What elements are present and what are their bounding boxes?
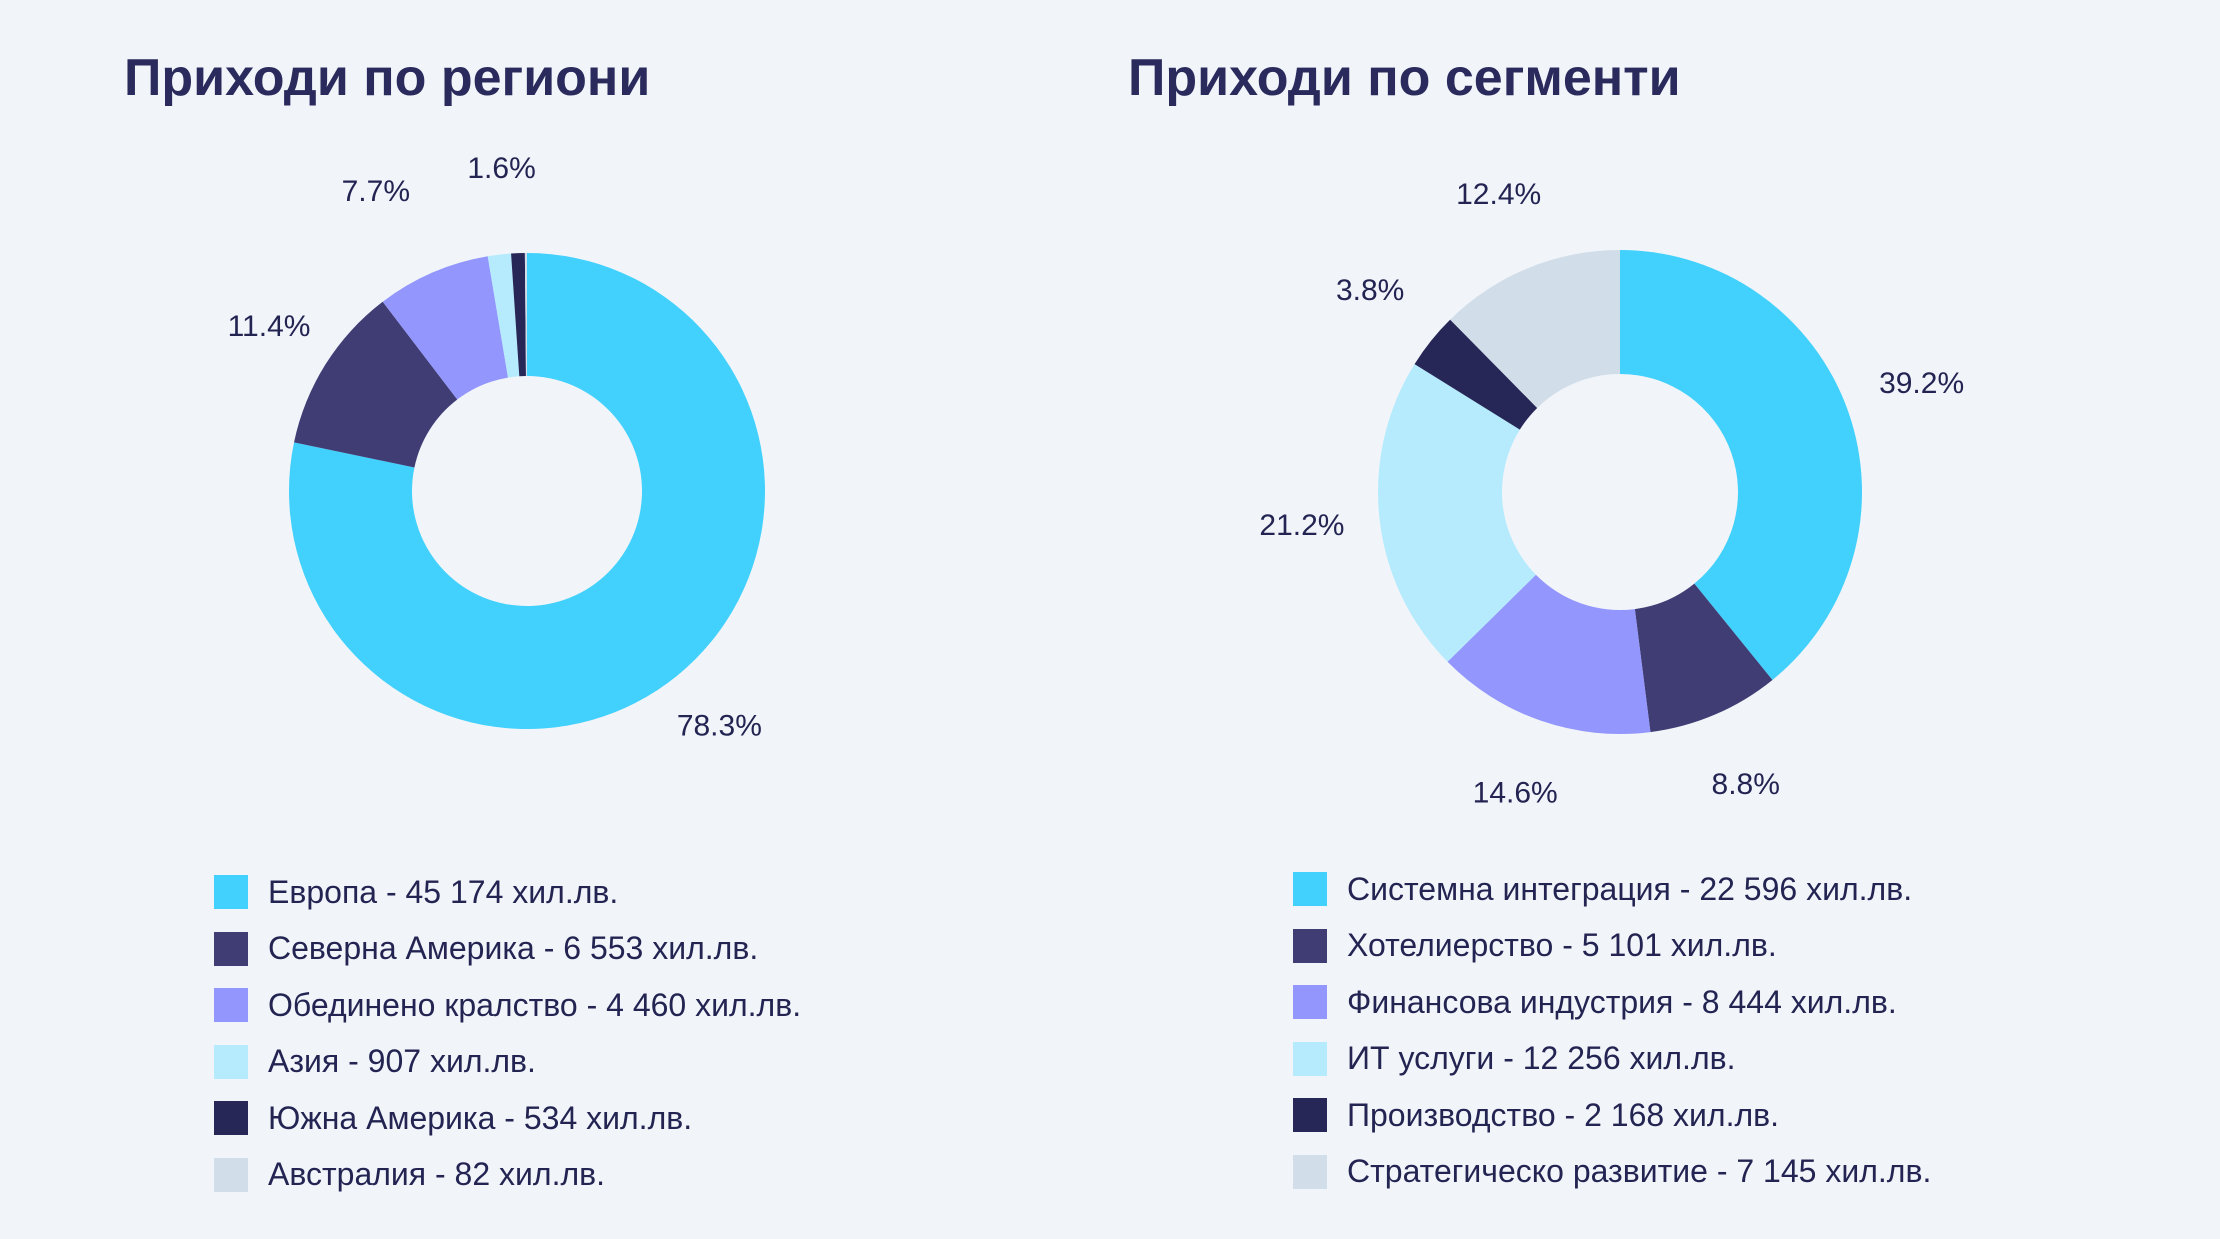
legend-label: Обединено кралство - 4 460 хил.лв.: [268, 986, 802, 1023]
legend-label: Финансова индустрия - 8 444 хил.лв.: [1347, 983, 1897, 1020]
legend-swatch: [1293, 1154, 1327, 1189]
chart-title: Приходи по сегменти: [1128, 49, 1681, 107]
legend-label: Стратегическо развитие - 7 145 хил.лв.: [1347, 1153, 1932, 1190]
percent-label: 14.6%: [1473, 776, 1558, 809]
legend-item: Южна Америка - 534 хил.лв.: [214, 1090, 801, 1147]
legend-swatch: [214, 875, 248, 910]
legend-label: Производство - 2 168 хил.лв.: [1347, 1096, 1780, 1133]
chart-panel-segments: Приходи по сегменти 39.2% 8.8% 14.6% 21.2% 3…: [1110, 0, 2220, 1239]
percent-label: 3.8%: [1336, 274, 1404, 307]
donut-slice: [1414, 319, 1538, 430]
legend-label: Азия - 907 хил.лв.: [268, 1043, 536, 1080]
legend-item: Стратегическо развитие - 7 145 хил.лв.: [1293, 1144, 1931, 1201]
donut-slice: [1378, 364, 1536, 662]
legend-label: Хотелиерство - 5 101 хил.лв.: [1347, 927, 1777, 964]
donut-slice: [289, 253, 766, 729]
legend-item: Европа - 45 174 хил.лв.: [214, 864, 801, 921]
percent-label: 12.4%: [1456, 178, 1541, 211]
donut-slice: [294, 301, 458, 468]
percent-label: 1.6%: [467, 152, 535, 185]
legend-swatch: [1293, 985, 1327, 1020]
legend-item: Финансова индустрия - 8 444 хил.лв.: [1293, 974, 1931, 1031]
percent-label: 21.2%: [1259, 509, 1344, 542]
legend-item: Системна интеграция - 22 596 хил.лв.: [1293, 861, 1931, 918]
donut-chart-segments: 39.2% 8.8% 14.6% 21.2% 3.8% 12.4%: [1259, 178, 1964, 809]
legend-label: Южна Америка - 534 хил.лв.: [268, 1099, 693, 1136]
legend-item: Северна Америка - 6 553 хил.лв.: [214, 921, 801, 978]
legend-item: Азия - 907 хил.лв.: [214, 1034, 801, 1091]
donut-slice: [1447, 574, 1651, 734]
legend-swatch: [1293, 1041, 1327, 1076]
legend-swatch: [1293, 1098, 1327, 1133]
donut-slice: [1620, 250, 1862, 680]
chart-title: Приходи по региони: [124, 49, 651, 107]
legend-item: Австралия - 82 хил.лв.: [214, 1147, 801, 1204]
donut-slice: [524, 253, 527, 377]
donut-slice: [1634, 583, 1773, 733]
legend-item: Хотелиерство - 5 101 хил.лв.: [1293, 918, 1931, 975]
legend-swatch: [214, 1157, 248, 1192]
donut-slice: [511, 253, 526, 377]
donut-slice: [1450, 250, 1620, 408]
legend-segments: Системна интеграция - 22 596 хил.лв. Хоте…: [1293, 861, 1931, 1200]
legend-item: ИТ услуги - 12 256 хил.лв.: [1293, 1031, 1931, 1088]
legend-item: Производство - 2 168 хил.лв.: [1293, 1087, 1931, 1144]
legend-swatch: [214, 931, 248, 966]
legend-label: Европа - 45 174 хил.лв.: [268, 873, 619, 910]
legend-swatch: [214, 1101, 248, 1136]
percent-label: 39.2%: [1879, 367, 1964, 400]
percent-label: 78.3%: [677, 710, 762, 743]
legend-label: ИТ услуги - 12 256 хил.лв.: [1347, 1040, 1736, 1077]
donut-chart-regions: 78.3% 11.4% 7.7% 1.6%: [228, 152, 766, 743]
percent-label: 8.8%: [1712, 768, 1780, 801]
legend-item: Обединено кралство - 4 460 хил.лв.: [214, 977, 801, 1034]
donut-slice: [382, 256, 509, 400]
legend-label: Системна интеграция - 22 596 хил.лв.: [1347, 870, 1913, 907]
legend-regions: Европа - 45 174 хил.лв. Северна Америка -…: [214, 864, 801, 1203]
donut-slice: [487, 253, 520, 378]
legend-swatch: [1293, 872, 1327, 907]
legend-swatch: [214, 988, 248, 1023]
chart-panel-regions: Приходи по региони 78.3% 11.4% 7.7% 1.6% Ев…: [124, 49, 801, 1203]
legend-label: Северна Америка - 6 553 хил.лв.: [268, 930, 759, 967]
percent-label: 7.7%: [342, 175, 410, 208]
legend-label: Австралия - 82 хил.лв.: [268, 1156, 606, 1193]
percent-label: 11.4%: [228, 310, 311, 343]
legend-swatch: [214, 1044, 248, 1079]
legend-swatch: [1293, 928, 1327, 963]
